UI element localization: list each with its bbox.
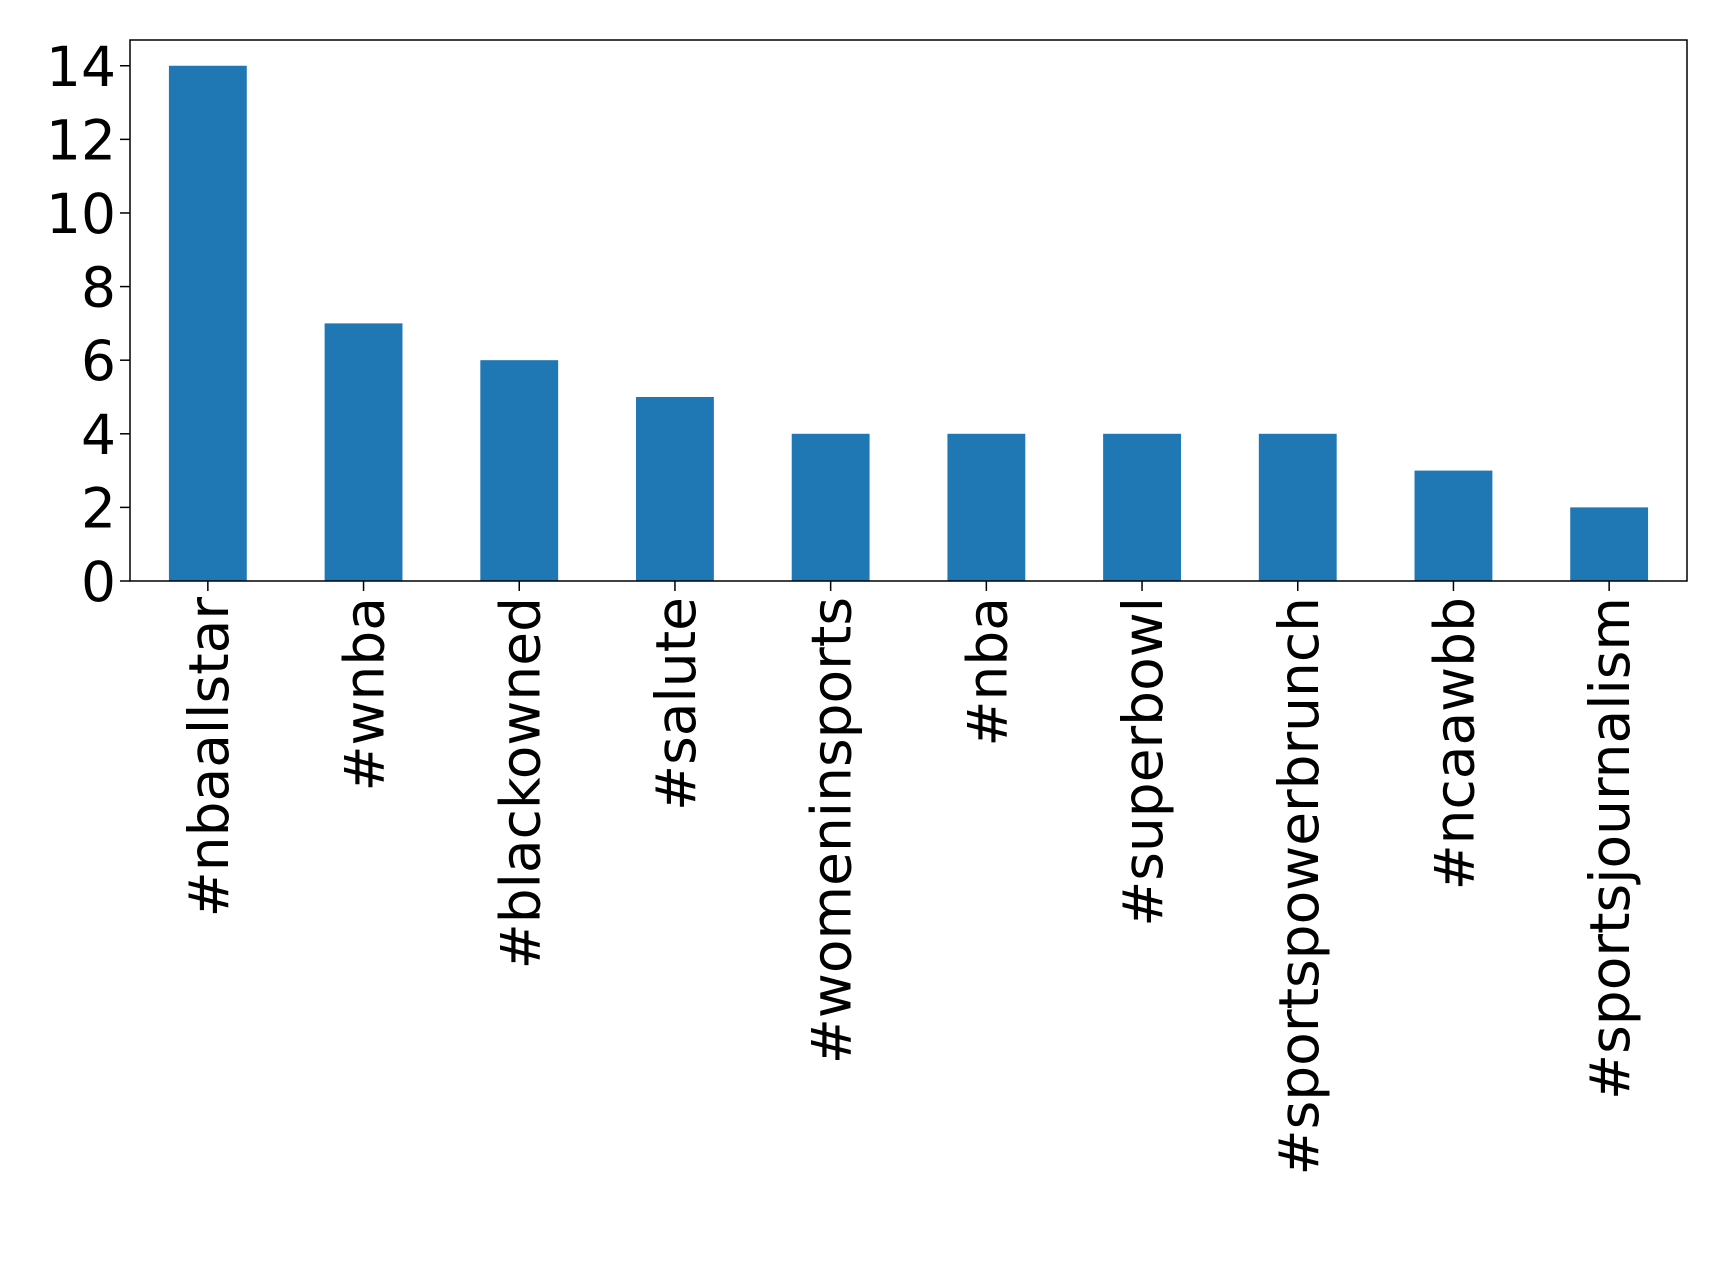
bar <box>636 396 714 581</box>
y-tick-label: 10 <box>46 182 116 246</box>
y-tick-label: 14 <box>46 35 116 99</box>
bar <box>947 433 1026 581</box>
x-tick-label: #blackowned <box>488 597 552 969</box>
y-tick-label: 6 <box>81 329 116 393</box>
x-tick-label: #womeninsports <box>800 597 864 1064</box>
x-tick-label: #ncaawbb <box>1422 597 1486 890</box>
y-tick-label: 4 <box>81 403 116 467</box>
y-tick-label: 0 <box>81 550 116 614</box>
x-tick-label: #superbowl <box>1111 597 1175 927</box>
x-tick-label: #sportsjournalism <box>1578 597 1642 1100</box>
bar <box>1258 433 1337 581</box>
bar <box>324 323 403 581</box>
y-tick-label: 12 <box>46 108 116 172</box>
y-tick-label: 2 <box>81 476 116 540</box>
x-tick-label: #nbaallstar <box>177 597 241 918</box>
bar <box>168 65 247 581</box>
x-tick-label: #sportspowerbrunch <box>1267 597 1331 1175</box>
x-tick-label: #wnba <box>333 597 397 792</box>
y-tick-label: 8 <box>81 256 116 320</box>
x-tick-label: #nba <box>955 597 1019 747</box>
bar <box>1103 433 1181 581</box>
x-tick-label: #salute <box>644 597 708 811</box>
bar <box>1570 507 1649 581</box>
plot-frame <box>129 39 1688 582</box>
bar <box>480 360 559 581</box>
bar <box>791 433 870 581</box>
bar <box>1414 470 1493 581</box>
